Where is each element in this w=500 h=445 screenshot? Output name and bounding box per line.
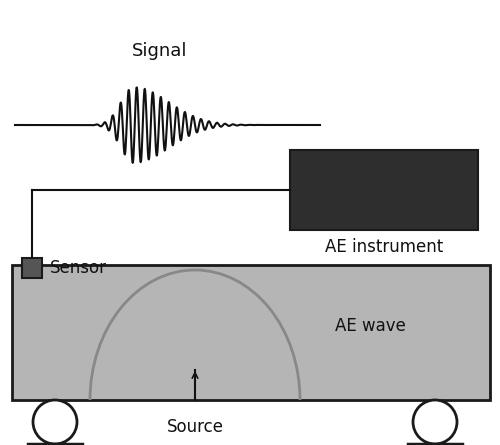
Text: AE instrument: AE instrument (325, 238, 443, 256)
Text: Sensor: Sensor (50, 259, 107, 277)
Text: AE wave: AE wave (335, 317, 406, 335)
Text: Signal: Signal (132, 42, 188, 60)
Text: Source: Source (166, 418, 224, 436)
Bar (22, 258, 42, 278)
Bar (290, 150, 478, 230)
Circle shape (33, 400, 77, 444)
Circle shape (413, 400, 457, 444)
Bar (12, 265, 490, 400)
